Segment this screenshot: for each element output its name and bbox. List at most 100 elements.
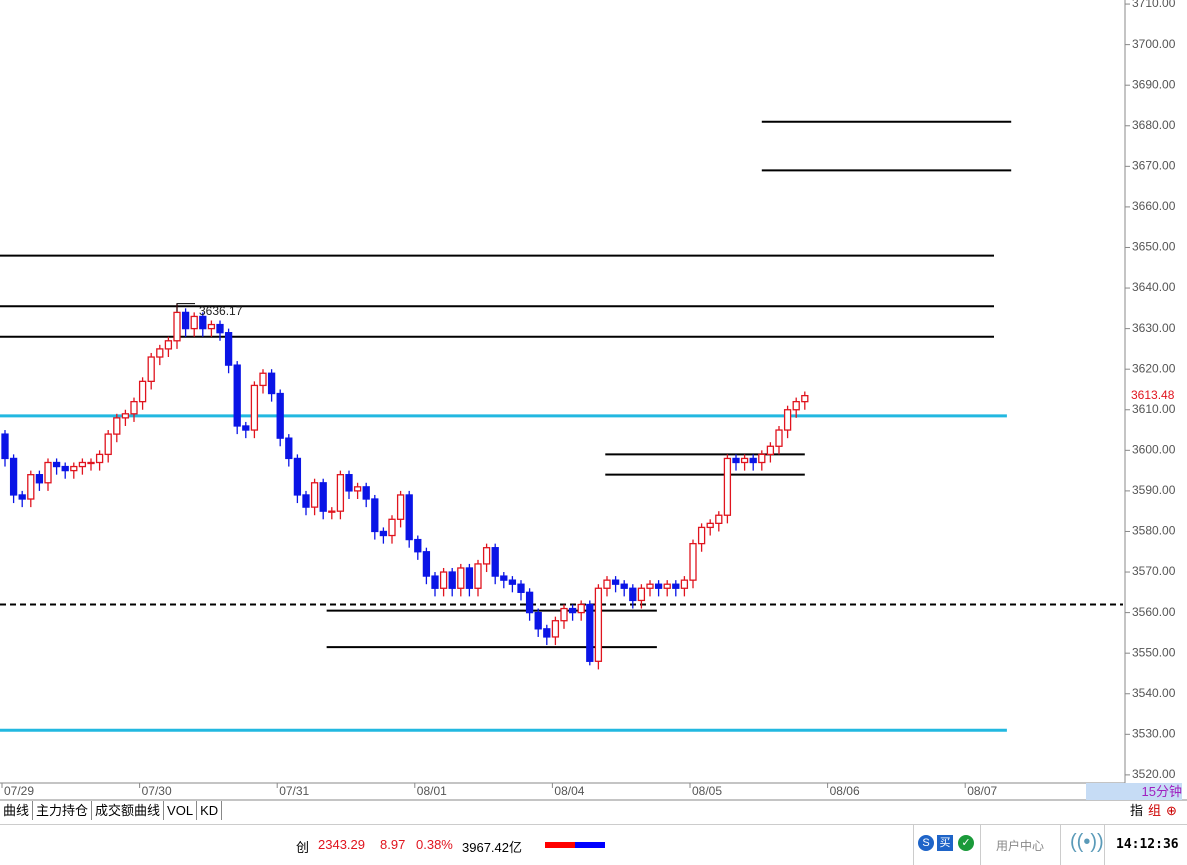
y-tick-label: 3610.00 [1132, 402, 1176, 416]
candle-body [465, 567, 474, 589]
y-tick-label: 3670.00 [1132, 159, 1176, 173]
index-name: 创 [296, 840, 310, 855]
add-button[interactable]: ⊕ [1166, 803, 1177, 818]
candle-body [715, 514, 723, 525]
x-tick-label: 08/04 [554, 784, 584, 798]
candle-body [9, 457, 18, 496]
candle-body [310, 482, 319, 508]
candle-body [586, 603, 594, 662]
index-button[interactable]: 指 [1130, 803, 1144, 818]
candle-body [775, 429, 783, 447]
icon-ok[interactable]: ✓ [958, 835, 974, 851]
x-tick-label: 07/29 [4, 784, 34, 798]
candle-body [508, 579, 517, 585]
tab[interactable]: 主力持仓 [33, 801, 93, 820]
candle-body [113, 417, 121, 435]
icon-buy[interactable]: 买 [937, 835, 953, 851]
y-tick-label: 3620.00 [1132, 361, 1176, 375]
icon-s[interactable]: S [918, 835, 934, 851]
candle-body [491, 547, 499, 577]
candle-body [250, 384, 259, 431]
candle-body [379, 530, 388, 537]
candle-body [362, 486, 370, 500]
candle-body [500, 575, 508, 581]
candle-body [629, 587, 637, 602]
y-tick-label: 3540.00 [1132, 686, 1176, 700]
candle-body [577, 603, 585, 614]
user-center[interactable]: 用户中心 [996, 839, 1045, 853]
candle-body [216, 323, 224, 334]
index-change: 8.97 [380, 837, 406, 852]
x-tick-label: 08/05 [692, 784, 722, 798]
candle-body [801, 394, 809, 403]
signal-icon: ((•)) [1070, 831, 1104, 853]
tab[interactable]: KD [197, 801, 223, 820]
candle-body [732, 457, 740, 464]
y-tick-label: 3570.00 [1132, 564, 1176, 578]
candle-body [199, 315, 207, 330]
candle-body [749, 457, 757, 464]
period-selector[interactable]: 15分钟 [1086, 783, 1182, 800]
y-tick-label: 3640.00 [1132, 280, 1176, 294]
status-bar: 创 2343.29 8.97 0.38% 3967.42亿 S 买 ✓ 用户中心… [0, 824, 1187, 865]
candle-body [319, 482, 327, 512]
candle-body [689, 542, 697, 581]
candle-body [431, 575, 439, 589]
x-tick-label: 08/06 [830, 784, 860, 798]
candle-body [336, 474, 345, 512]
candle-body [104, 433, 112, 456]
candle-body [353, 486, 362, 492]
candle-body [207, 323, 216, 330]
candle-body [61, 465, 69, 472]
x-tick-label: 08/07 [967, 784, 997, 798]
index-percent: 0.38% [416, 837, 453, 852]
tab-bar: 曲线 主力持仓 成交额曲线 VOL KD [0, 801, 223, 820]
candle-body [620, 583, 628, 589]
candle-body [345, 474, 353, 492]
candle-body [414, 538, 422, 553]
bar-red [545, 842, 575, 848]
candle-body [534, 611, 542, 630]
candle-body [130, 400, 138, 415]
y-tick-label: 3550.00 [1132, 645, 1176, 659]
candle-body [568, 607, 577, 614]
candle-body [646, 583, 654, 589]
candle-body [783, 409, 792, 431]
candle-body [371, 498, 379, 533]
candle-body [70, 465, 78, 472]
candle-body [190, 315, 198, 330]
candle-body [723, 457, 732, 516]
candle-body [164, 340, 173, 350]
candle-body [766, 445, 775, 456]
candle-body [672, 583, 680, 589]
candle-body [457, 567, 465, 589]
candle-body [259, 372, 267, 387]
group-button[interactable]: 组 [1148, 803, 1162, 818]
y-tick-label: 3520.00 [1132, 767, 1176, 781]
candle-body [121, 413, 130, 419]
y-tick-label: 3530.00 [1132, 726, 1176, 740]
candle-body [663, 583, 671, 589]
candle-body [706, 522, 714, 529]
candle-body [388, 518, 396, 537]
candle-body [224, 332, 233, 366]
y-tick-label: 3560.00 [1132, 605, 1176, 619]
candle-body [543, 628, 551, 638]
candle-body [138, 380, 147, 403]
candle-body [474, 563, 482, 589]
candle-body [611, 579, 620, 585]
candle-body [302, 494, 310, 508]
candle-body [242, 425, 250, 431]
candle-body [95, 453, 104, 464]
candle-body [18, 494, 26, 500]
candle-body [482, 547, 491, 565]
candle-body [27, 474, 35, 500]
candle-body [233, 364, 241, 427]
candle-body [525, 591, 534, 614]
tab[interactable]: 成交额曲线 [92, 801, 165, 820]
candle-body [267, 372, 276, 395]
tab[interactable]: VOL [164, 801, 198, 820]
candle-body [680, 579, 689, 589]
tab[interactable]: 曲线 [0, 801, 34, 820]
